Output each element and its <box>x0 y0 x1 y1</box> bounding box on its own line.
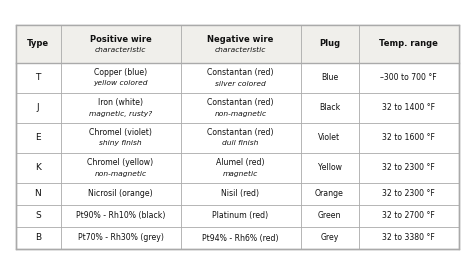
Text: S: S <box>35 212 41 221</box>
Bar <box>16 25 458 63</box>
Text: 32 to 2300 °F: 32 to 2300 °F <box>382 190 435 198</box>
Text: Type: Type <box>27 39 49 48</box>
Text: Plug: Plug <box>319 39 340 48</box>
Text: magnetic: magnetic <box>223 170 258 176</box>
Text: K: K <box>35 164 41 173</box>
Text: Chromel (violet): Chromel (violet) <box>89 128 152 137</box>
Text: Grey: Grey <box>320 233 339 242</box>
Text: Alumel (red): Alumel (red) <box>216 158 265 167</box>
Text: Negative wire: Negative wire <box>207 35 273 44</box>
Text: 32 to 2700 °F: 32 to 2700 °F <box>382 212 435 221</box>
Text: Black: Black <box>319 104 340 113</box>
Text: Pt70% - Rh30% (grey): Pt70% - Rh30% (grey) <box>78 233 164 242</box>
Bar <box>16 25 458 249</box>
Text: Nisil (red): Nisil (red) <box>221 190 259 198</box>
Text: Copper (blue): Copper (blue) <box>94 68 147 77</box>
Text: 32 to 2300 °F: 32 to 2300 °F <box>382 164 435 173</box>
Text: Constantan (red): Constantan (red) <box>207 128 274 137</box>
Text: silver colored: silver colored <box>215 81 266 87</box>
Text: T: T <box>35 73 41 82</box>
Text: dull finish: dull finish <box>222 141 259 147</box>
Text: non-magnetic: non-magnetic <box>94 170 146 176</box>
Text: Chromel (yellow): Chromel (yellow) <box>87 158 154 167</box>
Text: Positive wire: Positive wire <box>90 35 151 44</box>
Text: Pt90% - Rh10% (black): Pt90% - Rh10% (black) <box>76 212 165 221</box>
Text: N: N <box>35 190 41 198</box>
Text: Orange: Orange <box>315 190 344 198</box>
Text: Pt94% - Rh6% (red): Pt94% - Rh6% (red) <box>202 233 279 242</box>
Text: shiny finish: shiny finish <box>99 141 142 147</box>
Text: Iron (white): Iron (white) <box>98 98 143 107</box>
Text: Nicrosil (orange): Nicrosil (orange) <box>88 190 153 198</box>
Text: –300 to 700 °F: –300 to 700 °F <box>380 73 437 82</box>
Text: magnetic, rusty?: magnetic, rusty? <box>89 110 152 116</box>
Text: Violet: Violet <box>319 133 340 142</box>
Text: Yellow: Yellow <box>318 164 341 173</box>
Text: Constantan (red): Constantan (red) <box>207 98 274 107</box>
Text: Temp. range: Temp. range <box>379 39 438 48</box>
Text: Green: Green <box>318 212 341 221</box>
Text: B: B <box>35 233 41 242</box>
Text: 32 to 1400 °F: 32 to 1400 °F <box>382 104 435 113</box>
Text: characteristic: characteristic <box>215 47 266 53</box>
Text: Blue: Blue <box>321 73 338 82</box>
Text: Platinum (red): Platinum (red) <box>212 212 269 221</box>
Text: 32 to 1600 °F: 32 to 1600 °F <box>382 133 435 142</box>
Text: Constantan (red): Constantan (red) <box>207 68 274 77</box>
Text: non-magnetic: non-magnetic <box>214 110 266 116</box>
Text: characteristic: characteristic <box>95 47 146 53</box>
Text: E: E <box>35 133 41 142</box>
Text: 32 to 3380 °F: 32 to 3380 °F <box>382 233 435 242</box>
Text: yellow colored: yellow colored <box>93 81 148 87</box>
Text: J: J <box>36 104 39 113</box>
